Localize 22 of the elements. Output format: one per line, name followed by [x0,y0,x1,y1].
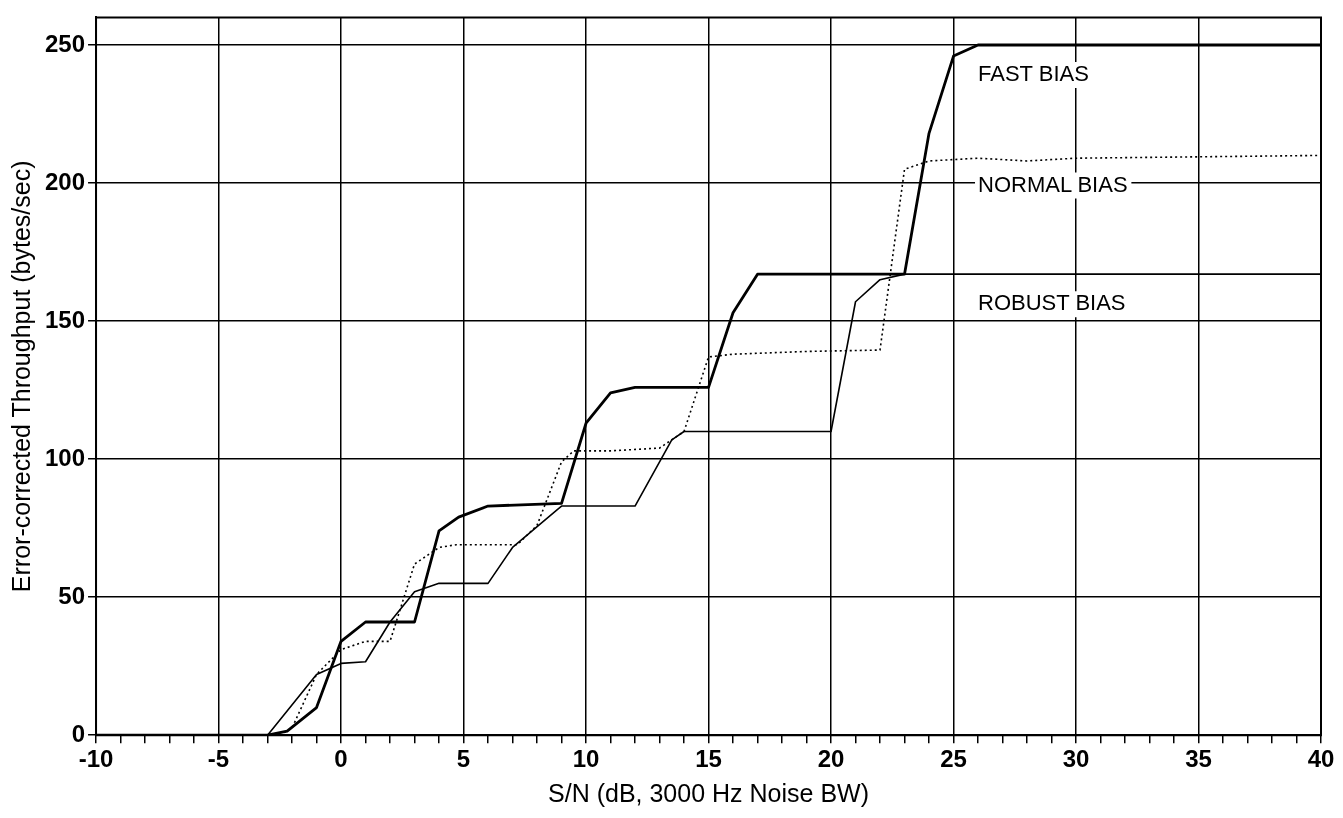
y-tick-label: 50 [58,581,86,609]
x-tick-label: 25 [940,745,967,773]
x-tick-label: 30 [1062,745,1090,773]
y-tick-label: 0 [71,719,86,747]
x-tick-label: 15 [695,745,722,773]
series-label: FAST BIAS [978,61,1089,87]
x-tick-label: 20 [817,745,845,773]
x-tick-label: 5 [456,745,471,773]
y-tick-label: 100 [45,443,86,471]
series-label: ROBUST BIAS [978,290,1126,316]
y-tick-label: 250 [45,29,86,57]
series-label: NORMAL BIAS [978,171,1128,197]
y-tick-label: 200 [45,167,86,195]
x-tick-label: -10 [78,745,114,773]
x-tick-label: 0 [334,745,348,773]
y-tick-label: 150 [45,305,86,333]
y-axis-title: Error-corrected Throughput (bytes/sec) [6,160,35,593]
x-tick-label: 35 [1185,745,1212,773]
x-tick-label: 40 [1307,745,1335,773]
x-axis-title: S/N (dB, 3000 Hz Noise BW) [548,778,869,807]
x-tick-label: 10 [572,745,600,773]
x-tick-label: -5 [207,745,230,773]
